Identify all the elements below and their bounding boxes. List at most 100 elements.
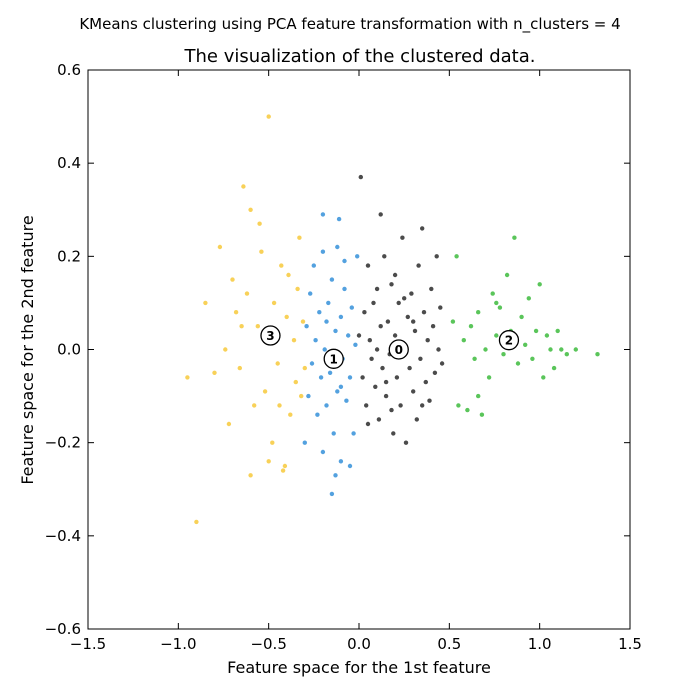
data-point-cluster-0 (407, 365, 412, 371)
data-point-cluster-1 (331, 431, 336, 436)
data-point-cluster-3 (252, 403, 257, 408)
cluster-center-label-0: 0 (395, 343, 403, 357)
data-point-cluster-0 (416, 263, 421, 268)
data-point-cluster-3 (203, 300, 208, 306)
data-point-cluster-1 (336, 216, 342, 222)
data-point-cluster-1 (304, 324, 309, 329)
data-point-cluster-3 (279, 263, 284, 268)
data-point-cluster-0 (392, 333, 398, 338)
data-point-cluster-0 (365, 421, 371, 427)
data-point-cluster-0 (392, 272, 398, 278)
data-point-cluster-2 (494, 333, 499, 338)
data-point-cluster-0 (358, 174, 363, 180)
data-point-cluster-3 (239, 324, 244, 329)
data-point-cluster-1 (324, 403, 329, 408)
data-point-cluster-1 (342, 286, 347, 292)
y-tick-label: −0.6 (45, 620, 81, 638)
data-point-cluster-0 (434, 254, 439, 259)
data-point-cluster-0 (389, 282, 394, 287)
data-point-cluster-1 (313, 338, 318, 343)
data-point-cluster-0 (425, 338, 430, 343)
data-point-cluster-1 (320, 249, 326, 254)
data-point-cluster-3 (257, 221, 262, 226)
data-point-cluster-3 (291, 338, 297, 343)
data-point-cluster-1 (335, 389, 340, 394)
data-point-cluster-1 (329, 491, 335, 497)
data-point-cluster-0 (369, 356, 374, 361)
data-point-cluster-0 (432, 370, 438, 375)
data-point-cluster-0 (414, 417, 419, 422)
data-point-cluster-1 (333, 328, 338, 334)
data-point-cluster-3 (284, 314, 289, 320)
data-point-cluster-3 (248, 207, 253, 212)
data-point-cluster-2 (541, 375, 546, 380)
data-point-cluster-3 (297, 235, 302, 240)
data-point-cluster-3 (255, 324, 260, 329)
data-point-cluster-3 (302, 365, 307, 371)
data-point-cluster-1 (338, 314, 344, 320)
data-point-cluster-3 (299, 393, 304, 399)
data-point-cluster-1 (315, 412, 320, 417)
data-point-cluster-0 (380, 365, 385, 371)
cluster-center-label-2: 2 (505, 334, 513, 348)
data-point-cluster-2 (479, 412, 485, 417)
cluster-center-label-3: 3 (266, 329, 274, 343)
data-point-cluster-0 (389, 407, 394, 413)
data-point-cluster-0 (420, 226, 425, 231)
data-point-cluster-1 (320, 212, 326, 217)
data-point-cluster-1 (353, 342, 358, 347)
data-point-cluster-2 (497, 305, 503, 310)
data-point-cluster-2 (530, 356, 535, 361)
data-point-cluster-1 (308, 291, 313, 296)
data-point-cluster-1 (306, 393, 311, 399)
data-point-cluster-2 (595, 352, 600, 357)
data-point-cluster-3 (270, 440, 275, 445)
data-point-cluster-1 (327, 370, 333, 375)
data-point-cluster-3 (293, 379, 298, 385)
data-point-cluster-0 (427, 398, 432, 403)
data-point-cluster-2 (476, 310, 481, 315)
y-tick-label: 0.6 (57, 61, 81, 79)
data-point-cluster-0 (373, 384, 378, 389)
data-point-cluster-3 (237, 365, 242, 371)
x-tick-label: −0.5 (250, 635, 286, 653)
data-point-cluster-3 (212, 370, 217, 375)
chart-title: The visualization of the clustered data. (184, 46, 536, 67)
data-point-cluster-0 (411, 389, 416, 394)
data-point-cluster-2 (472, 356, 477, 361)
data-point-cluster-0 (439, 361, 445, 366)
data-point-cluster-2 (476, 393, 481, 399)
y-tick-label: 0.4 (57, 154, 81, 172)
data-point-cluster-1 (329, 277, 335, 282)
data-point-cluster-2 (526, 296, 531, 301)
data-point-cluster-3 (300, 319, 306, 324)
data-point-cluster-2 (494, 300, 499, 306)
data-point-cluster-1 (342, 258, 347, 264)
data-point-cluster-2 (519, 314, 524, 320)
data-point-cluster-1 (349, 305, 354, 310)
data-point-cluster-1 (302, 440, 307, 445)
data-point-cluster-1 (338, 459, 344, 464)
data-point-cluster-0 (383, 379, 389, 385)
data-point-cluster-0 (374, 286, 380, 292)
data-point-cluster-2 (501, 352, 506, 357)
data-point-cluster-0 (411, 319, 416, 324)
data-point-cluster-3 (259, 249, 264, 254)
data-point-cluster-0 (391, 431, 396, 436)
data-point-cluster-2 (573, 347, 578, 352)
data-point-cluster-0 (367, 338, 372, 343)
x-tick-label: 1.0 (528, 635, 552, 653)
x-tick-label: 0.5 (437, 635, 461, 653)
data-point-cluster-0 (402, 296, 407, 301)
data-point-cluster-0 (412, 328, 418, 334)
data-point-cluster-0 (378, 324, 383, 329)
data-point-cluster-3 (248, 473, 253, 478)
data-point-cluster-1 (311, 263, 316, 268)
data-point-cluster-0 (374, 347, 380, 352)
data-point-cluster-3 (271, 300, 277, 306)
data-point-cluster-2 (450, 319, 456, 324)
cluster-center-marker-1 (323, 348, 344, 369)
data-point-cluster-3 (244, 291, 250, 296)
data-point-cluster-3 (194, 519, 199, 525)
data-point-cluster-0 (398, 403, 403, 408)
